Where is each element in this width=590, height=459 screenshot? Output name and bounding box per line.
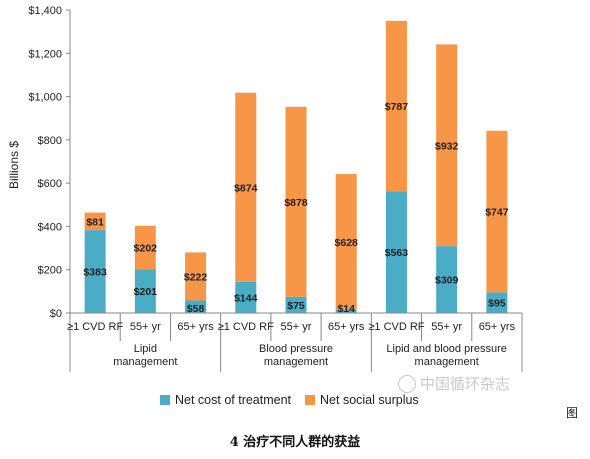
data-label-net-surplus: $81 <box>86 216 104 228</box>
legend-item-cost: Net cost of treatment <box>160 393 291 407</box>
bar-net-surplus <box>84 212 106 231</box>
y-tick-label: $0 <box>50 308 62 320</box>
data-label-net-cost: $75 <box>287 300 305 312</box>
data-label-net-surplus: $222 <box>184 271 208 283</box>
bar-net-surplus <box>235 92 257 282</box>
legend: Net cost of treatment Net social surplus <box>160 393 419 407</box>
y-tick-label: $800 <box>38 135 62 147</box>
legend-item-surplus: Net social surplus <box>305 393 419 407</box>
x-tick-label: ≥1 CVD RF <box>218 321 274 333</box>
x-tick-label: 65+ yrs <box>177 321 214 333</box>
watermark-text: 中国循环杂志 <box>420 376 511 393</box>
bar-net-cost <box>134 269 156 313</box>
y-tick-label: $1,000 <box>28 92 62 104</box>
bar-net-cost <box>385 191 407 313</box>
x-tick-label: 55+ yr <box>431 321 462 333</box>
x-tick-label: 55+ yr <box>281 321 312 333</box>
bar-net-cost <box>285 296 307 313</box>
watermark: 中国循环杂志 <box>398 373 510 394</box>
y-axis: $0 $200 $400 $600 $800 $1,000 $1,200 $1,400 <box>28 5 71 320</box>
data-label-net-surplus: $878 <box>284 197 308 209</box>
bars: $383 $81 $201 $202 $58 $222 $144 $874 $75 $878 $14… <box>83 20 509 315</box>
stacked-bar-chart: $0 $200 $400 $600 $800 $1,000 $1,200 $1,400 $38… <box>7 5 523 372</box>
bar-net-surplus <box>486 130 508 293</box>
data-label-net-cost: $14 <box>337 303 355 315</box>
data-label-net-cost: $58 <box>187 303 205 315</box>
data-label-net-surplus: $202 <box>134 243 158 255</box>
bar-net-cost <box>84 230 106 313</box>
data-label-net-surplus: $628 <box>335 237 359 249</box>
data-label-net-cost: $309 <box>435 275 459 287</box>
y-axis-label: Billions $ <box>7 141 21 189</box>
group-label: management <box>415 356 479 368</box>
x-tick-label: ≥1 CVD RF <box>368 321 424 333</box>
y-tick-label: $200 <box>38 265 62 277</box>
legend-label-cost: Net cost of treatment <box>175 393 292 407</box>
data-label-net-cost: $563 <box>385 247 409 259</box>
bar-net-surplus <box>185 252 207 301</box>
data-label-net-cost: $383 <box>83 267 107 279</box>
x-tick-label: ≥1 CVD RF <box>67 321 123 333</box>
bar-net-cost <box>185 300 207 313</box>
x-tick-label: 55+ yr <box>130 321 161 333</box>
bar-net-surplus <box>385 20 407 192</box>
figure-caption: 4 治疗不同人群的获益 <box>229 435 361 450</box>
y-tick-label: $600 <box>38 178 62 190</box>
data-label-net-cost: $201 <box>134 286 158 298</box>
bar-net-cost <box>235 281 257 313</box>
data-label-net-surplus: $874 <box>234 182 258 194</box>
data-label-net-surplus: $747 <box>485 207 509 219</box>
group-label: Lipid <box>134 343 157 355</box>
legend-swatch-cost <box>160 395 170 405</box>
group-label: management <box>113 356 177 368</box>
group-label: Lipid and blood pressure <box>386 343 506 355</box>
data-label-net-cost: $95 <box>488 298 506 310</box>
data-label-net-cost: $144 <box>234 292 258 304</box>
data-label-net-surplus: $787 <box>385 101 409 113</box>
y-tick-label: $1,400 <box>28 5 62 17</box>
wechat-icon <box>398 374 416 393</box>
x-tick-label: 65+ yrs <box>479 321 516 333</box>
x-tick-label: 65+ yrs <box>328 321 365 333</box>
data-label-net-surplus: $932 <box>435 140 459 152</box>
legend-swatch-surplus <box>305 395 316 405</box>
bar-net-surplus <box>285 106 307 297</box>
bar-net-surplus <box>436 44 458 247</box>
bar-net-cost <box>486 292 508 313</box>
y-tick-label: $1,200 <box>28 48 62 60</box>
figure-char: 图 <box>566 406 579 420</box>
bar-net-cost <box>436 246 458 313</box>
y-tick-label: $400 <box>38 221 62 233</box>
group-label: management <box>264 356 328 368</box>
bar-net-cost <box>335 309 357 313</box>
group-label: Blood pressure <box>259 343 333 355</box>
bar-net-surplus <box>134 225 156 270</box>
bar-net-surplus <box>335 174 357 310</box>
x-axis: ≥1 CVD RF 55+ yr 65+ yrs ≥1 CVD RF 55+ yr 65+… <box>67 312 523 372</box>
legend-label-surplus: Net social surplus <box>320 393 419 407</box>
